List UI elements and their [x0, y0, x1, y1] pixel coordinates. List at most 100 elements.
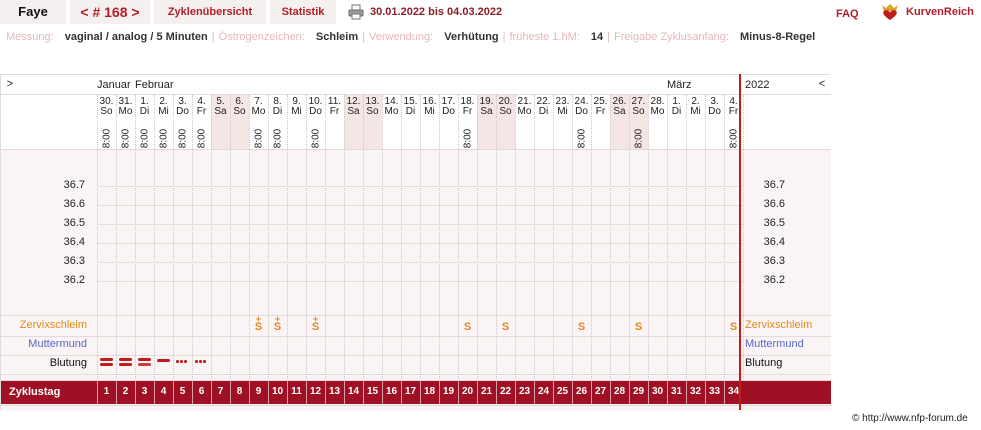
cycle-day-number: 30: [651, 386, 664, 397]
tab-cycle-overview[interactable]: Zyklenübersicht: [154, 0, 266, 24]
day-date: 24.: [574, 96, 589, 107]
day-date: 30.: [99, 96, 114, 107]
cycle-day-number: 14: [347, 386, 360, 397]
bleeding-mark: [119, 363, 132, 366]
row-label-bleeding: Blutung: [49, 357, 87, 369]
day-date: 13.: [365, 96, 380, 107]
day-date: 4.: [729, 96, 738, 107]
temp-gridline: [97, 243, 743, 244]
day-date: 28.: [650, 96, 665, 107]
bleeding-mark: [100, 358, 113, 361]
mucus-sign: S: [501, 321, 510, 333]
brand-logo[interactable]: KurvenReich: [880, 2, 974, 22]
month-label: Februar: [135, 79, 174, 91]
printer-icon[interactable]: [348, 4, 364, 20]
cycle-day-number: 28: [613, 386, 626, 397]
mucus-sign: S: [463, 321, 472, 333]
day-grid-line: [629, 95, 630, 381]
day-grid-line: [420, 95, 421, 381]
weekend-shade: [363, 95, 382, 149]
day-weekday: Mi: [557, 106, 568, 117]
cycle-day-number: 21: [480, 386, 493, 397]
day-date: 4.: [197, 96, 206, 107]
heart-icon: [882, 4, 898, 20]
cycle-day-number: 4: [160, 386, 167, 397]
day-grid-line: [591, 95, 592, 381]
day-weekday: Sa: [347, 106, 360, 117]
row-label-cervix: Muttermund: [28, 338, 87, 350]
cycle-day-number: 1: [103, 386, 110, 397]
cycle-navigation-tab[interactable]: < # 168 >: [70, 0, 150, 24]
measure-time: 8:00: [633, 128, 644, 149]
weekend-shade: [344, 95, 363, 149]
row-label-cervix-right: Muttermund: [745, 338, 804, 350]
cycle-day-divider: [363, 381, 364, 404]
chart-nav-left[interactable]: >: [6, 78, 14, 90]
cycle-day-number: 10: [271, 386, 284, 397]
day-weekday: Mi: [158, 106, 169, 117]
faq-link[interactable]: FAQ: [836, 8, 859, 20]
day-weekday: Mo: [384, 106, 399, 117]
day-weekday: Di: [139, 106, 150, 117]
bleeding-dot: [184, 360, 187, 363]
meta-value: Verhütung: [444, 31, 499, 43]
measure-time: 8:00: [177, 128, 188, 149]
cycle-day-number: 5: [179, 386, 186, 397]
day-weekday: Di: [405, 106, 416, 117]
bleeding-dot: [199, 360, 202, 363]
day-grid-line: [572, 95, 573, 381]
day-weekday: Fr: [329, 106, 340, 117]
temp-gridline: [97, 262, 743, 263]
cycle-day-divider: [534, 381, 535, 404]
day-date: 3.: [178, 96, 187, 107]
day-date: 11.: [327, 96, 342, 107]
day-grid-line: [686, 95, 687, 381]
day-date: 19.: [479, 96, 494, 107]
day-grid-line: [173, 95, 174, 381]
top-bar: Faye < # 168 > Zyklenübersicht Statistik…: [0, 0, 981, 26]
chart-nav-right[interactable]: <: [818, 78, 826, 90]
day-weekday: Di: [671, 106, 682, 117]
cycle-day-divider: [192, 381, 193, 404]
day-date: 23.: [555, 96, 570, 107]
day-grid-line: [648, 95, 649, 381]
day-date: 8.: [273, 96, 282, 107]
measure-time: 8:00: [253, 128, 264, 149]
day-weekday: Do: [176, 106, 189, 117]
day-date: 14.: [384, 96, 399, 107]
meta-value: Minus-8-Regel: [740, 31, 816, 43]
year-label: 2022: [745, 79, 770, 91]
cycle-day-number: 20: [461, 386, 474, 397]
tab-statistics[interactable]: Statistik: [270, 0, 336, 24]
cycle-day-divider: [477, 381, 478, 404]
day-date: 12.: [346, 96, 361, 107]
bleeding-mark: [100, 363, 113, 366]
cycle-day-number: 9: [255, 386, 262, 397]
row-separator: [1, 355, 831, 356]
cycle-day-number: 7: [217, 386, 224, 397]
day-weekday: Fr: [728, 106, 739, 117]
bleeding-mark: [138, 363, 151, 366]
temp-label-left: 36.5: [63, 217, 85, 229]
day-weekday: So: [632, 106, 645, 117]
cycle-day-divider: [306, 381, 307, 404]
day-grid-line: [325, 95, 326, 381]
meta-label: Messung:: [6, 31, 57, 43]
temp-label-right: 36.2: [763, 274, 785, 286]
temp-label-left: 36.4: [63, 236, 85, 248]
cycle-day-number: 26: [575, 386, 588, 397]
weekend-shade: [610, 95, 629, 149]
temp-label-left: 36.7: [63, 179, 85, 191]
cycle-day-number: 8: [236, 386, 243, 397]
row-separator: [1, 336, 831, 337]
cycle-day-number: 13: [328, 386, 341, 397]
day-grid-line: [477, 95, 478, 381]
day-grid-line: [534, 95, 535, 381]
day-date: 1.: [672, 96, 681, 107]
cycle-day-number: 17: [404, 386, 417, 397]
copyright[interactable]: © http://www.nfp-forum.de: [852, 413, 968, 424]
user-name-tab[interactable]: Faye: [0, 0, 66, 24]
cycle-day-divider: [610, 381, 611, 404]
day-date: 15.: [403, 96, 418, 107]
day-weekday: Mi: [291, 106, 302, 117]
